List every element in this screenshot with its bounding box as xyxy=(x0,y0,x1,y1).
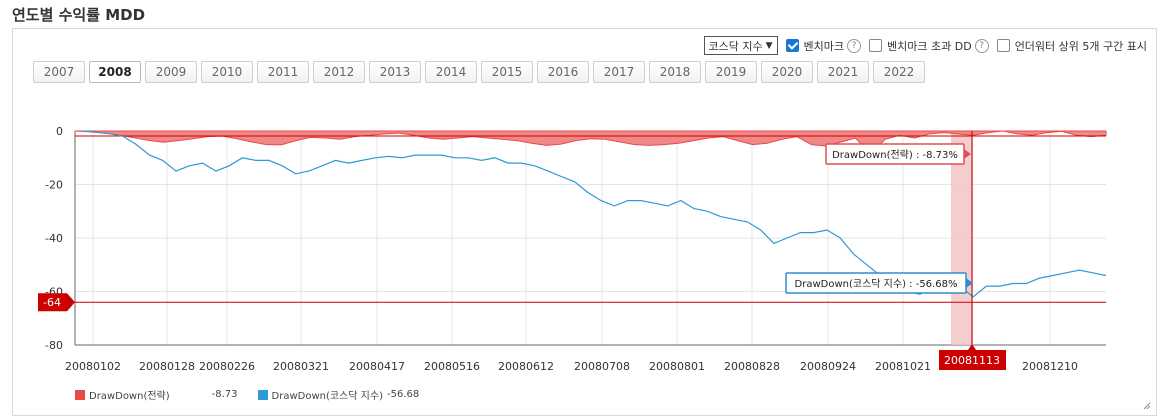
underwater-toggle[interactable]: 언더워터 상위 5개 구간 표시 xyxy=(996,38,1147,54)
year-button-2008[interactable]: 2008 xyxy=(89,61,141,83)
x-tick-label: 20080226 xyxy=(199,360,255,373)
x-tick-label: 20080321 xyxy=(273,360,329,373)
legend-item-strategy[interactable]: DrawDown(전략) -8.73 xyxy=(75,387,238,402)
x-tick-label: 20080612 xyxy=(498,360,554,373)
year-button-2009[interactable]: 2009 xyxy=(145,61,197,83)
legend-label: DrawDown(코스닥 지수) xyxy=(271,391,383,402)
underwater-checkbox[interactable] xyxy=(996,39,1010,52)
year-button-2022[interactable]: 2022 xyxy=(873,61,925,83)
chart-legend: DrawDown(전략) -8.73 DrawDown(코스닥 지수) -56.… xyxy=(75,387,419,402)
year-button-2020[interactable]: 2020 xyxy=(761,61,813,83)
year-tabs: 2007 2008 2009 2010 2011 2012 2013 2014 2015 2016… xyxy=(33,61,925,83)
help-icon[interactable]: ? xyxy=(974,38,989,53)
x-tick-label: 20081021 xyxy=(875,360,931,373)
x-tick-label: 20080801 xyxy=(649,360,705,373)
crosshair-date-label: 20081113 xyxy=(944,354,1000,367)
tooltip-index-pointer xyxy=(966,278,973,288)
crosshair-date-box xyxy=(939,350,1006,370)
crosshair-date-pointer xyxy=(968,344,976,350)
legend-item-index[interactable]: DrawDown(코스닥 지수) -56.68 xyxy=(257,387,420,402)
series-strategy-area xyxy=(74,130,1107,156)
x-tick-label: 20080708 xyxy=(574,360,630,373)
legend-swatch-index xyxy=(257,389,268,400)
page-title: 연도별 수익률 MDD xyxy=(12,6,146,24)
chart-controls: 코스닥 지수 ▼ 벤치마크 ? 벤치마크 초과 DD ? 언더워터 상위 5개 … xyxy=(703,36,1147,55)
year-button-2018[interactable]: 2018 xyxy=(649,61,701,83)
year-button-2016[interactable]: 2016 xyxy=(537,61,589,83)
legend-label: DrawDown(전략) xyxy=(89,391,170,402)
x-tick-label: 20080924 xyxy=(800,360,856,373)
chevron-down-icon: ▼ xyxy=(765,40,773,51)
x-tick-label: 20080128 xyxy=(139,360,195,373)
excess-dd-toggle[interactable]: 벤치마크 초과 DD ? xyxy=(869,38,989,54)
tooltip-strategy-text: DrawDown(전략) : -8.73% xyxy=(832,149,958,161)
x-tick-label: 20080828 xyxy=(724,360,780,373)
year-button-2012[interactable]: 2012 xyxy=(313,61,365,83)
year-button-2007[interactable]: 2007 xyxy=(33,61,85,83)
y-tick-label: 0 xyxy=(56,125,63,138)
y-tick-label: -40 xyxy=(45,232,63,245)
legend-value: -8.73 xyxy=(211,389,238,400)
excess-dd-checkbox[interactable] xyxy=(869,39,883,52)
year-button-2011[interactable]: 2011 xyxy=(257,61,309,83)
year-button-2010[interactable]: 2010 xyxy=(201,61,253,83)
year-button-2019[interactable]: 2019 xyxy=(705,61,757,83)
x-tick-label: 20081210 xyxy=(1022,360,1078,373)
x-tick-label: 20080102 xyxy=(65,360,121,373)
benchmark-checkbox[interactable] xyxy=(785,39,799,52)
tooltip-index-text: DrawDown(코스닥 지수) : -56.68% xyxy=(795,278,958,290)
mdd-baseline-marker xyxy=(38,293,75,312)
benchmark-label: 벤치마크 xyxy=(803,39,845,53)
index-select[interactable]: 코스닥 지수 ▼ xyxy=(703,36,778,55)
legend-swatch-strategy xyxy=(75,389,85,400)
year-button-2013[interactable]: 2013 xyxy=(369,61,421,83)
year-button-2021[interactable]: 2021 xyxy=(817,61,869,83)
year-button-2017[interactable]: 2017 xyxy=(593,61,645,83)
legend-value: -56.68 xyxy=(386,389,420,400)
resize-handle-icon[interactable] xyxy=(1143,402,1151,410)
mdd-baseline-label: -64 xyxy=(43,296,61,309)
help-icon[interactable]: ? xyxy=(847,38,862,53)
y-tick-label: -20 xyxy=(45,179,63,192)
tooltip-strategy-pointer xyxy=(964,149,971,159)
benchmark-toggle[interactable]: 벤치마크 ? xyxy=(785,38,862,54)
x-tick-label: 20080516 xyxy=(424,360,480,373)
underwater-label: 언더워터 상위 5개 구간 표시 xyxy=(1014,39,1147,53)
year-button-2014[interactable]: 2014 xyxy=(425,61,477,83)
index-select-value: 코스닥 지수 xyxy=(708,39,763,53)
y-tick-label: -80 xyxy=(45,339,63,352)
x-tick-label: 20080417 xyxy=(349,360,405,373)
year-button-2015[interactable]: 2015 xyxy=(481,61,533,83)
excess-dd-label: 벤치마크 초과 DD xyxy=(887,39,972,53)
